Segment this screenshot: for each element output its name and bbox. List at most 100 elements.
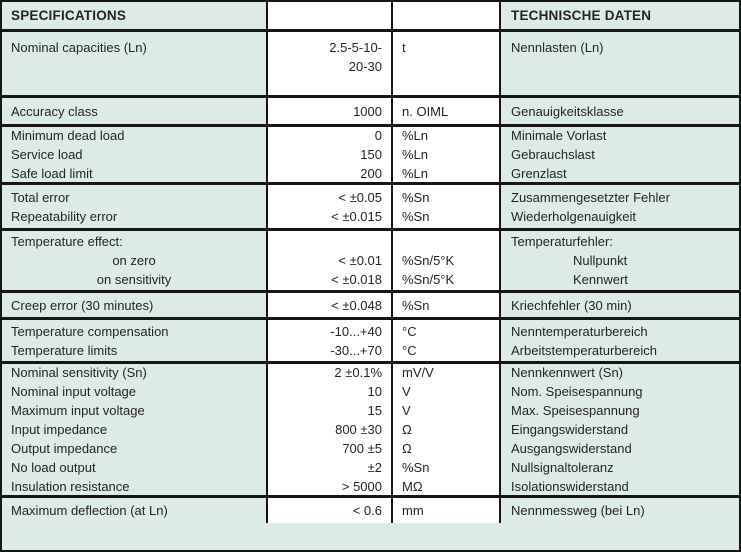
spec-label-de-line: Ausgangswiderstand — [511, 441, 632, 456]
spec-label-line: Nominal sensitivity (Sn) — [11, 365, 147, 380]
spec-label-line: Maximum deflection (at Ln) — [11, 503, 168, 518]
spec-label-de-line: Max. Speisespannung — [511, 403, 640, 418]
spec-label-line: Total error — [11, 189, 70, 205]
spec-value-line: -10...+40 — [330, 323, 382, 339]
spec-label-de-line: Kennwert — [573, 272, 628, 287]
spec-label-de-line: Nullsignaltoleranz — [511, 460, 614, 475]
spec-unit-line: %Ln — [402, 128, 429, 143]
header-specifications-label: SPECIFICATIONS — [11, 8, 127, 23]
spec-label-de-cell: Nennkennwert (Sn) Nom. Speisespannung Max.… — [499, 364, 739, 495]
spec-label-cell: Nominal sensitivity (Sn) Nominal input vo… — [2, 364, 266, 495]
spec-unit-line: V — [402, 403, 411, 418]
spec-label-line: Output impedance — [11, 441, 118, 456]
spec-label-cell: Temperature effect: on zero on sensitivity — [2, 231, 266, 290]
spec-unit-cell: %Ln %Ln %Ln — [391, 127, 499, 182]
spec-label-line: Creep error (30 minutes) — [11, 297, 154, 313]
spec-value-cell: 2.5-5-10- 20-30 — [266, 32, 391, 95]
header-unit-column — [391, 2, 499, 29]
spec-value-line: 1000 — [353, 103, 382, 119]
spec-value-cell: < ±0.048 — [266, 293, 391, 317]
table-section: Creep error (30 minutes) < ±0.048 %Sn Kriec… — [2, 290, 739, 317]
header-technische-daten: TECHNISCHE DATEN — [499, 2, 739, 29]
spec-value-line: 2.5-5-10- — [329, 40, 382, 55]
spec-unit-cell: t — [391, 32, 499, 95]
table-section: Nominal sensitivity (Sn) Nominal input vo… — [2, 361, 739, 495]
spec-value-line: 2 ±0.1% — [334, 365, 382, 380]
spec-value-line: 0 — [374, 128, 382, 143]
spec-unit-cell: °C °C — [391, 320, 499, 361]
spec-unit-line: %Sn — [402, 189, 430, 205]
spec-label-line: Maximum input voltage — [11, 403, 145, 418]
spec-value-cell: 1000 — [266, 98, 391, 124]
spec-unit-line: °C — [402, 323, 417, 339]
spec-unit-line: %Sn/5°K — [402, 272, 455, 287]
spec-label-line: No load output — [11, 460, 96, 475]
spec-value-line: 10 — [367, 384, 382, 399]
spec-value-line: > 5000 — [341, 479, 382, 494]
spec-label-de-line: Grenzlast — [511, 166, 567, 181]
spec-value-line: 15 — [367, 403, 382, 418]
table-section: Temperature effect: on zero on sensitivity… — [2, 228, 739, 290]
spec-label-de-line — [501, 57, 739, 76]
spec-label-de-cell: Nenntemperaturbereich Arbeitstemperaturbe… — [499, 320, 739, 361]
spec-value-line: 800 ±30 — [335, 422, 382, 437]
spec-unit-line: Ω — [402, 441, 412, 456]
spec-unit-line: %Sn — [402, 460, 430, 475]
spec-value-line: 150 — [360, 147, 382, 162]
spec-label-de-cell: Kriechfehler (30 min) — [499, 293, 739, 317]
spec-value-cell: -10...+40 -30...+70 — [266, 320, 391, 361]
spec-label-de-line: Wiederholgenauigkeit — [511, 208, 637, 224]
spec-label-line: Input impedance — [11, 422, 108, 437]
spec-label-de-cell: Genauigkeitsklasse — [499, 98, 739, 124]
spec-label-line: on zero — [112, 253, 156, 268]
spec-label-de-line: Temperaturfehler: — [511, 234, 613, 249]
spec-unit-line: MΩ — [402, 479, 423, 494]
spec-label-line: Temperature compensation — [11, 323, 169, 339]
spec-label-de-cell: Nennlasten (Ln) — [499, 32, 739, 95]
table-section: Nominal capacities (Ln) 2.5-5-10- 20-30 t … — [2, 29, 739, 95]
spec-label-de-cell: Temperaturfehler: Nullpunkt Kennwert — [499, 231, 739, 290]
spec-unit-line — [393, 232, 499, 251]
spec-value-line — [268, 232, 391, 251]
spec-unit-cell: %Sn %Sn — [391, 185, 499, 228]
spec-value-line: < ±0.018 — [331, 272, 382, 287]
spec-unit-line: °C — [402, 342, 417, 358]
spec-label-line: Nominal capacities (Ln) — [11, 40, 147, 55]
table-section: Accuracy class 1000 n. OIML Genauigkeitskla… — [2, 95, 739, 124]
spec-label-line: on sensitivity — [96, 272, 172, 287]
spec-unit-line: %Sn — [402, 297, 430, 313]
spec-label-de-line: Genauigkeitsklasse — [511, 103, 624, 119]
spec-value-line: 20-30 — [348, 59, 382, 74]
spec-value-line: < ±0.01 — [338, 253, 382, 268]
spec-label-de-line: Gebrauchslast — [511, 147, 595, 162]
spec-label-line: Nominal input voltage — [11, 384, 137, 399]
spec-value-cell: 0 150 200 — [266, 127, 391, 182]
spec-unit-cell: %Sn/5°K %Sn/5°K — [391, 231, 499, 290]
spec-value-line: < ±0.048 — [331, 297, 382, 313]
spec-unit-cell: mm — [391, 498, 499, 523]
header-specifications: SPECIFICATIONS — [2, 2, 266, 29]
spec-value-line: 200 — [360, 166, 382, 181]
spec-unit-line: V — [402, 384, 411, 399]
spec-label-de-cell: Nennmessweg (bei Ln) — [499, 498, 739, 523]
spec-label-de-line: Nennlasten (Ln) — [511, 40, 604, 55]
spec-unit-line: %Sn/5°K — [402, 253, 455, 268]
spec-value-line: -30...+70 — [330, 342, 382, 358]
spec-label-de-line: Kriechfehler (30 min) — [511, 297, 632, 313]
spec-label-de-line: Isolationswiderstand — [511, 479, 629, 494]
spec-label-line: Minimum dead load — [11, 128, 125, 143]
spec-unit-line — [393, 57, 499, 76]
spec-label-cell: Nominal capacities (Ln) — [2, 32, 266, 95]
spec-label-de-line: Nennmessweg (bei Ln) — [511, 503, 645, 518]
spec-label-line: Safe load limit — [11, 166, 93, 181]
spec-value-cell: < ±0.01 < ±0.018 — [266, 231, 391, 290]
spec-label-cell: Accuracy class — [2, 98, 266, 124]
spec-value-line: < 0.6 — [352, 503, 382, 518]
spec-label-line: Insulation resistance — [11, 479, 130, 494]
spec-label-de-line: Nenntemperaturbereich — [511, 323, 648, 339]
spec-label-cell: Total error Repeatability error — [2, 185, 266, 228]
spec-unit-line: %Sn — [402, 208, 430, 224]
table-section: Minimum dead load Service load Safe load l… — [2, 124, 739, 182]
spec-unit-cell: %Sn — [391, 293, 499, 317]
